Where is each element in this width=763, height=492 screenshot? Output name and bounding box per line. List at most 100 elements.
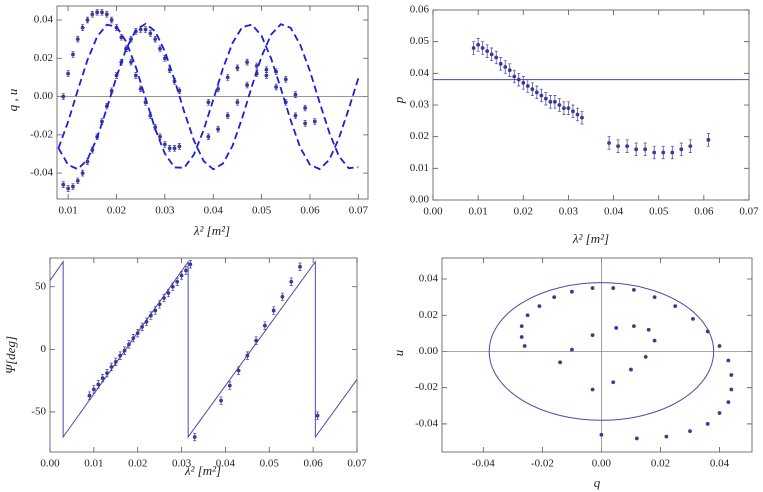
data-point bbox=[616, 144, 620, 149]
x-tick-label: 0.00 bbox=[592, 458, 612, 470]
data-point bbox=[206, 134, 211, 139]
data-point bbox=[552, 295, 557, 300]
data-point bbox=[61, 94, 66, 99]
data-point bbox=[590, 387, 595, 392]
data-point bbox=[95, 10, 100, 15]
data-point bbox=[263, 323, 267, 328]
x-tick-label: -0.04 bbox=[472, 458, 495, 470]
y-tick-label: 0 bbox=[41, 343, 47, 355]
x-tick-label: 0.04 bbox=[204, 205, 224, 217]
data-point bbox=[634, 147, 639, 152]
panel: -0.04 -0.02 0.00 0.02 0.04 -0.04 -0.02 0.00 0.02… bbox=[391, 257, 753, 490]
data-point bbox=[206, 100, 211, 105]
data-point bbox=[643, 355, 648, 359]
data-point bbox=[726, 400, 731, 405]
x-tick-label: 0.01 bbox=[84, 458, 103, 470]
model-line bbox=[57, 23, 360, 171]
data-point bbox=[167, 146, 172, 151]
x-tick-label: 0.00 bbox=[423, 206, 443, 218]
data-point bbox=[315, 413, 320, 418]
data-point bbox=[629, 367, 633, 372]
data-point bbox=[726, 358, 731, 363]
data-point bbox=[131, 336, 136, 341]
data-point bbox=[516, 77, 521, 82]
data-point bbox=[293, 92, 298, 97]
x-tick-label: 0.03 bbox=[155, 205, 175, 217]
data-point bbox=[611, 380, 616, 385]
y-tick-label: 0.02 bbox=[34, 52, 53, 64]
data-point bbox=[127, 342, 131, 347]
plot-frame bbox=[49, 257, 358, 453]
data-point bbox=[158, 46, 162, 51]
x-axis-label: q bbox=[594, 475, 601, 490]
x-tick-label: 0.04 bbox=[604, 206, 624, 218]
data-point bbox=[539, 93, 544, 98]
data-point bbox=[216, 127, 220, 132]
data-point bbox=[162, 142, 167, 147]
data-point bbox=[590, 333, 595, 338]
data-point bbox=[153, 125, 158, 130]
x-tick-label: 0.06 bbox=[694, 206, 714, 218]
x-tick-label: 0.04 bbox=[710, 458, 730, 470]
x-tick-label: 0.00 bbox=[40, 458, 60, 470]
panel: 0.00 0.01 0.02 0.03 0.04 0.05 0.06 0.07 -50 0 50 λ²… bbox=[3, 257, 367, 478]
data-point bbox=[66, 186, 71, 191]
y-tick-label: -0.02 bbox=[30, 128, 53, 140]
data-point bbox=[691, 316, 695, 321]
data-point bbox=[129, 60, 133, 65]
data-point bbox=[153, 37, 158, 42]
data-point bbox=[105, 371, 109, 376]
y-tick-label: 50 bbox=[35, 280, 47, 292]
data-point bbox=[109, 364, 114, 369]
data-point bbox=[634, 436, 639, 441]
data-point bbox=[575, 112, 580, 117]
x-tick-label: 0.05 bbox=[252, 205, 272, 217]
data-point bbox=[664, 434, 669, 439]
x-tick-label: 0.02 bbox=[651, 458, 670, 470]
y-tick-label: -0.02 bbox=[415, 381, 438, 393]
data-point bbox=[507, 68, 512, 73]
data-point bbox=[534, 90, 539, 95]
data-point bbox=[558, 360, 562, 365]
model-line bbox=[57, 22, 359, 171]
x-tick-label: 0.07 bbox=[347, 458, 367, 470]
data-point bbox=[557, 103, 562, 107]
data-point bbox=[264, 73, 269, 78]
data-point bbox=[525, 313, 530, 318]
data-point bbox=[225, 75, 230, 80]
data-point bbox=[652, 338, 657, 343]
data-point bbox=[652, 295, 657, 300]
data-point bbox=[293, 113, 298, 118]
data-point bbox=[143, 27, 148, 32]
panel: 0.01 0.02 0.03 0.04 0.05 0.06 0.07 -0.04 -0.02 0.… bbox=[5, 5, 368, 238]
data-point bbox=[162, 56, 167, 61]
data-point bbox=[192, 435, 197, 439]
data-point bbox=[494, 55, 499, 60]
model-line bbox=[49, 260, 358, 439]
data-point bbox=[489, 52, 494, 57]
data-point bbox=[570, 289, 574, 294]
data-point bbox=[158, 134, 162, 139]
data-point bbox=[522, 344, 527, 348]
data-point bbox=[66, 71, 71, 76]
data-point bbox=[184, 268, 188, 273]
x-tick-label: -0.02 bbox=[531, 458, 554, 470]
y-tick-label: 0.05 bbox=[410, 35, 430, 47]
data-point bbox=[562, 106, 566, 111]
data-point bbox=[521, 80, 526, 85]
data-point bbox=[632, 287, 636, 292]
data-point bbox=[75, 178, 80, 183]
data-point bbox=[100, 376, 105, 381]
data-point bbox=[530, 87, 535, 92]
x-axis-label: λ² [m²] bbox=[572, 231, 609, 246]
x-tick-label: 0.03 bbox=[559, 206, 579, 218]
data-point bbox=[688, 429, 692, 434]
y-axis-label: q , u bbox=[5, 88, 20, 111]
data-point bbox=[614, 326, 619, 330]
data-point bbox=[646, 327, 651, 332]
x-tick-label: 0.03 bbox=[172, 458, 192, 470]
x-tick-label: 0.01 bbox=[58, 205, 77, 217]
data-point bbox=[96, 382, 101, 387]
x-tick-label: 0.06 bbox=[304, 458, 324, 470]
x-tick-label: 0.06 bbox=[300, 205, 320, 217]
